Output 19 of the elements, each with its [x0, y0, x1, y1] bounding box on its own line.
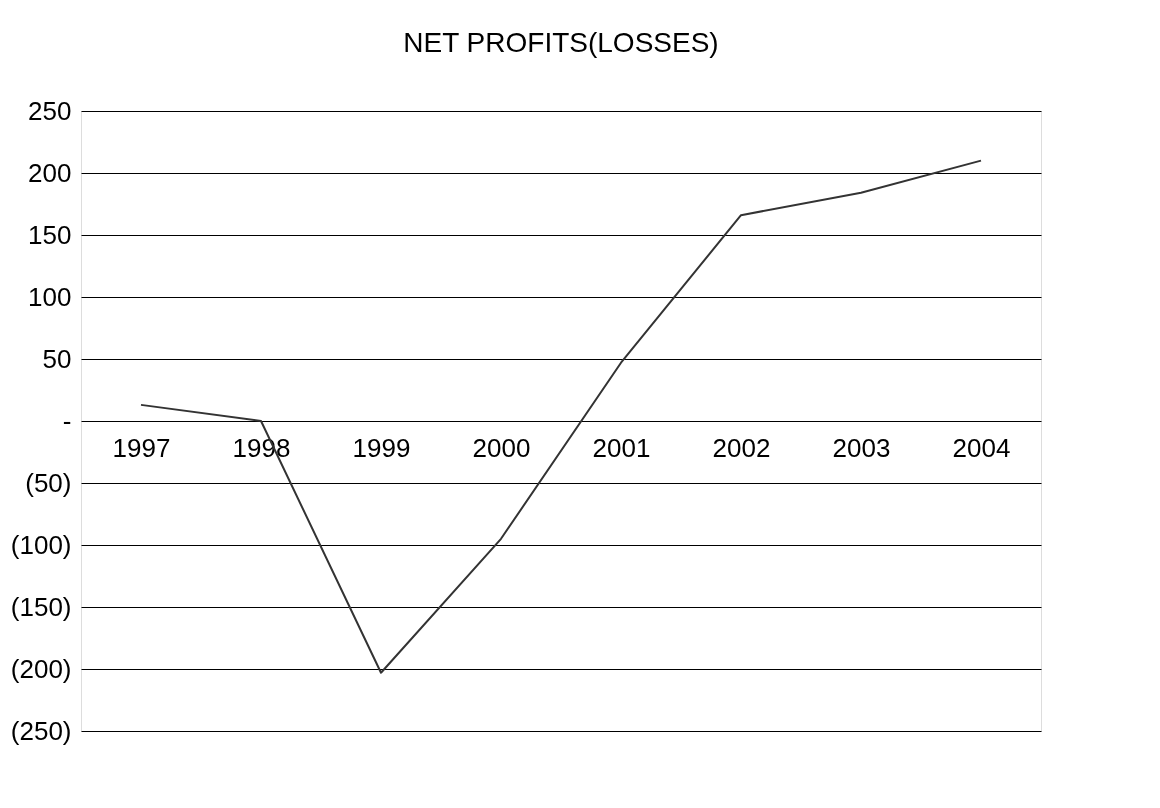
x-tick-label: 2000 [472, 432, 531, 463]
x-tick-label: 2003 [832, 432, 891, 463]
x-tick-label: 2004 [952, 432, 1011, 463]
y-tick-label: 100 [28, 281, 72, 312]
x-tick-label: 2001 [592, 432, 651, 463]
x-tick-label: 1999 [352, 432, 411, 463]
y-tick-label: - [62, 405, 72, 436]
chart-title: NET PROFITS(LOSSES) [403, 27, 719, 58]
y-tick-label: (250) [10, 715, 72, 746]
y-tick-label: (200) [10, 653, 72, 684]
y-tick-label: 150 [28, 219, 72, 250]
x-tick-label: 1997 [112, 432, 171, 463]
y-tick-label: 200 [28, 157, 72, 188]
x-tick-label: 2002 [712, 432, 771, 463]
y-tick-label: (50) [25, 467, 72, 498]
y-tick-label: 250 [28, 95, 72, 126]
y-tick-label: 50 [42, 343, 72, 374]
y-tick-label: (150) [10, 591, 72, 622]
y-tick-label: (100) [10, 529, 72, 560]
